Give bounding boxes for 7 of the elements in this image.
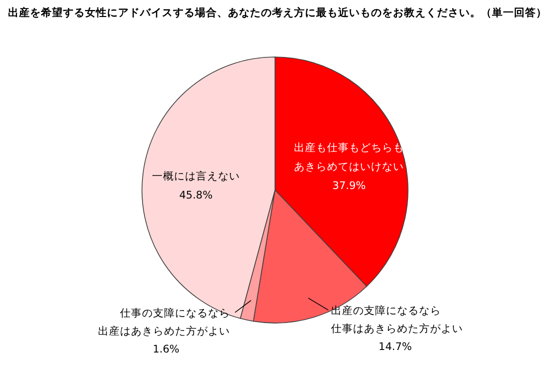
data-label: 1.6%	[152, 343, 180, 356]
data-label: 37.9%	[332, 180, 366, 192]
slice-label: 出産の支障になるなら仕事はあきらめた方がよい	[331, 304, 464, 336]
slice-label: 一概には言えない	[152, 170, 240, 182]
chart-title: 出産を希望する女性にアドバイスする場合、あなたの考え方に最も近いものをお教えください。（単一回答）	[8, 6, 547, 19]
data-label: 14.7%	[378, 341, 412, 354]
data-label: 45.8%	[179, 190, 213, 202]
